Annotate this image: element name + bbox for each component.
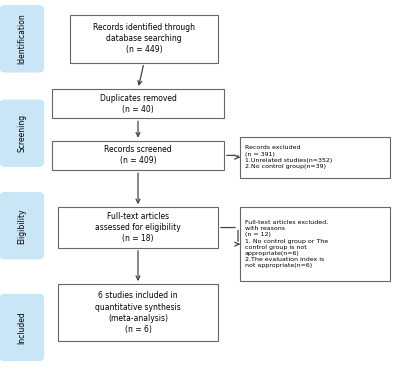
FancyBboxPatch shape: [0, 6, 44, 72]
FancyBboxPatch shape: [52, 89, 224, 118]
Text: Records identified through
database searching
(n = 449): Records identified through database sear…: [93, 23, 195, 54]
FancyBboxPatch shape: [240, 207, 390, 281]
Text: Duplicates removed
(n = 40): Duplicates removed (n = 40): [100, 94, 176, 114]
Text: Full-text articles excluded,
with reasons
(n = 12)
1. No control group or The
co: Full-text articles excluded, with reason…: [245, 220, 328, 268]
Text: Records excluded
(n = 391)
1.Unrelated studies(n=352)
2.No control group(n=39): Records excluded (n = 391) 1.Unrelated s…: [245, 145, 332, 169]
FancyBboxPatch shape: [240, 137, 390, 178]
Text: Eligibility: Eligibility: [17, 208, 26, 243]
Text: Screening: Screening: [17, 114, 26, 152]
FancyBboxPatch shape: [58, 207, 218, 248]
Text: Included: Included: [17, 311, 26, 344]
FancyBboxPatch shape: [70, 15, 218, 63]
FancyBboxPatch shape: [0, 100, 44, 166]
Text: Identification: Identification: [17, 13, 26, 64]
FancyBboxPatch shape: [58, 284, 218, 341]
Text: Full-text articles
assessed for eligibility
(n = 18): Full-text articles assessed for eligibil…: [95, 212, 181, 243]
Text: Records screened
(n = 409): Records screened (n = 409): [104, 145, 172, 165]
FancyBboxPatch shape: [0, 295, 44, 360]
Text: 6 studies included in
quantitative synthesis
(meta-analysis)
(n = 6): 6 studies included in quantitative synth…: [95, 292, 181, 334]
FancyBboxPatch shape: [52, 141, 224, 170]
FancyBboxPatch shape: [0, 192, 44, 259]
